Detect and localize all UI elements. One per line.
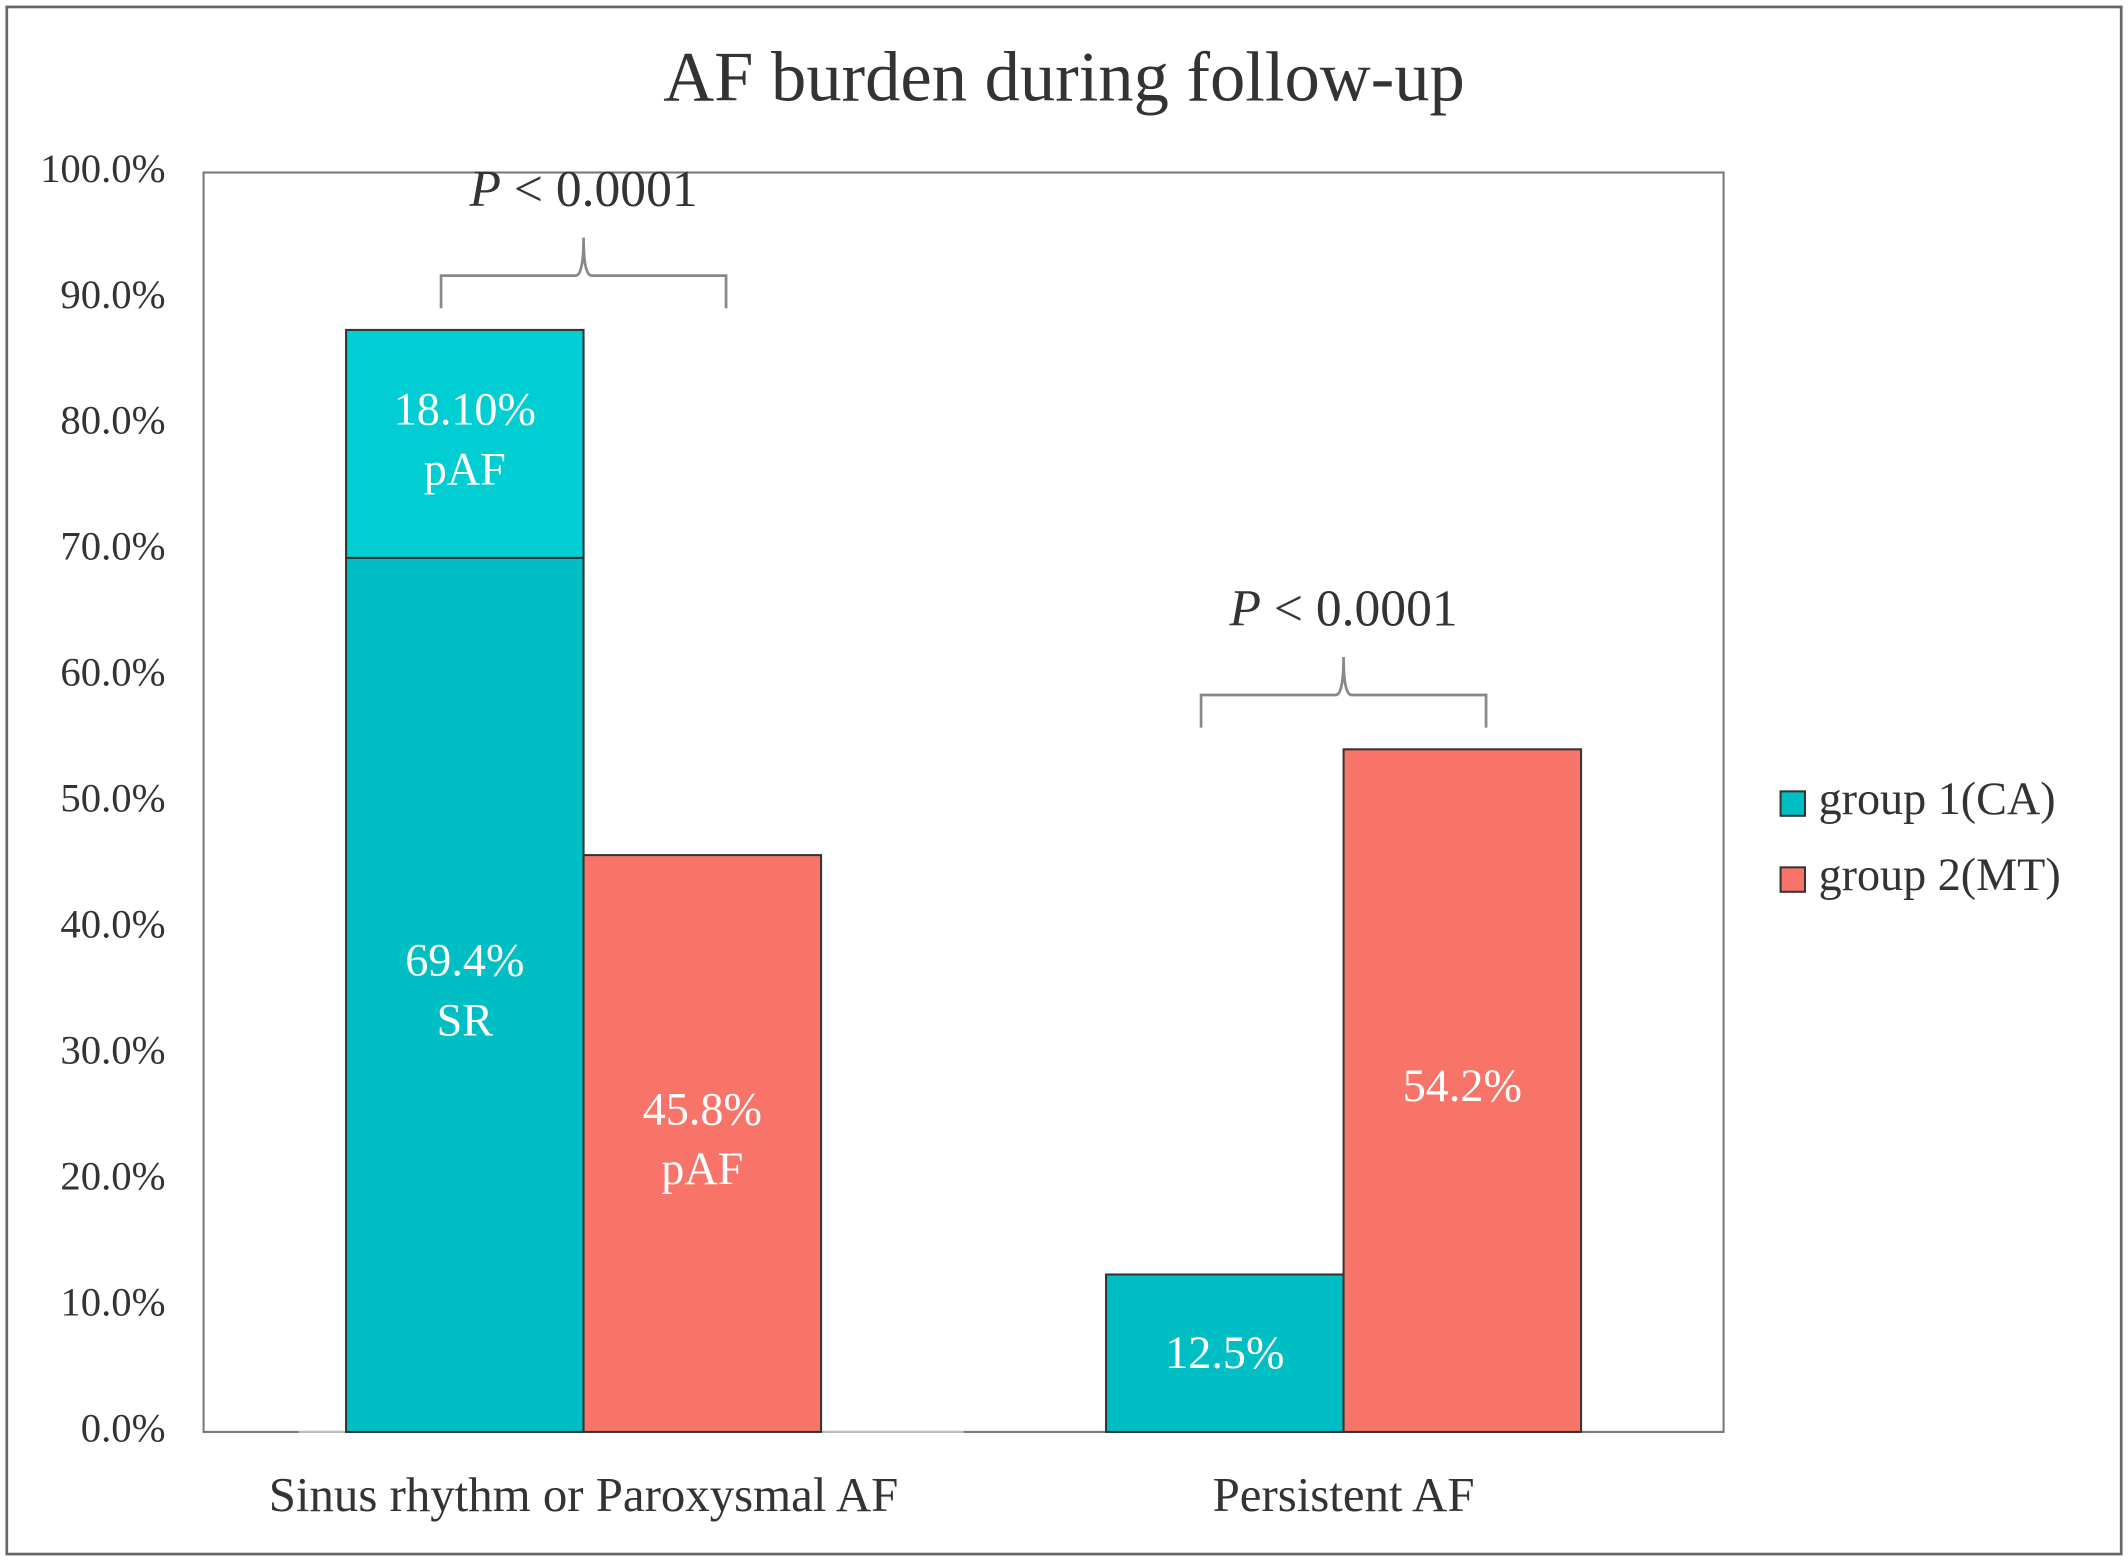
y-tick-label: 20.0% [60, 1153, 165, 1198]
frame [5, 5, 2123, 1556]
x-tick-label: Sinus rhythm or Paroxysmal AF [269, 1467, 899, 1522]
y-tick-label: 70.0% [60, 524, 165, 569]
y-tick-label: 100.0% [40, 146, 166, 191]
y-tick-label: 90.0% [60, 272, 165, 317]
bar [1342, 748, 1583, 1433]
bar [1105, 1273, 1345, 1433]
value-label: 12.5% [1165, 1327, 1284, 1378]
annotation-italic: P [468, 161, 500, 218]
segment-note: SR [437, 994, 494, 1045]
y-tick-label: 40.0% [60, 902, 165, 947]
legend-label: group 2(MT) [1819, 849, 2061, 900]
significance-bracket [439, 237, 728, 309]
x-tick-label: Persistent AF [1213, 1467, 1475, 1522]
annotation-italic: P [1228, 580, 1261, 637]
bar [345, 556, 585, 1433]
y-tick-label: 10.0% [60, 1279, 165, 1324]
segment-note: pAF [424, 443, 506, 494]
y-tick-label: 0.0% [81, 1405, 166, 1450]
bar [582, 854, 823, 1433]
annotation: P < 0.0001 [468, 161, 697, 218]
annotation: P < 0.0001 [1228, 580, 1457, 637]
significance-bracket [1199, 657, 1488, 728]
bar [345, 328, 585, 559]
annotation-text: < 0.0001 [501, 161, 698, 218]
legend-swatch [1779, 790, 1807, 817]
y-tick-label: 80.0% [60, 398, 165, 443]
segment-note: pAF [661, 1143, 743, 1194]
chart-title: AF burden during follow-up [663, 38, 1465, 116]
y-tick-label: 50.0% [60, 776, 165, 821]
legend-label: group 1(CA) [1819, 773, 2056, 824]
value-label: 54.2% [1403, 1060, 1522, 1111]
legend-swatch [1779, 866, 1807, 893]
value-label: 18.10% [394, 384, 536, 435]
value-label: 45.8% [643, 1083, 762, 1134]
value-label: 69.4% [405, 935, 524, 986]
annotation-text: < 0.0001 [1261, 580, 1458, 637]
y-tick-label: 60.0% [60, 650, 165, 695]
y-tick-label: 30.0% [60, 1027, 165, 1072]
